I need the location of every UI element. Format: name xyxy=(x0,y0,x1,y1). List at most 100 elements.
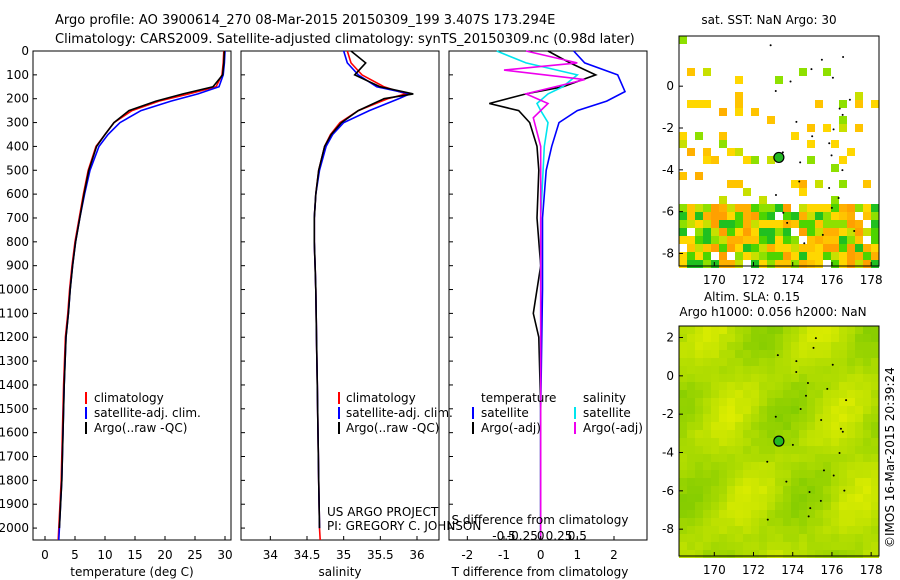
sla-cell xyxy=(783,398,791,406)
sla-cell xyxy=(775,398,783,406)
sla-cell xyxy=(751,326,759,334)
island-marker xyxy=(831,363,834,366)
sst-cell xyxy=(823,236,831,244)
sla-cell xyxy=(847,526,855,534)
sla-cell xyxy=(807,382,815,390)
sst-cell xyxy=(687,220,695,228)
x-tick-label: 172 xyxy=(742,563,765,577)
sla-cell xyxy=(831,534,839,542)
sla-cell xyxy=(751,534,759,542)
sla-cell xyxy=(863,358,871,366)
sla-cell xyxy=(791,382,799,390)
sla-cell xyxy=(679,478,687,486)
sst-cell xyxy=(703,204,711,212)
sla-cell xyxy=(815,358,823,366)
sla-cell xyxy=(703,430,711,438)
y-tick-label: -6 xyxy=(662,484,674,498)
sla-cell xyxy=(831,374,839,382)
sla-cell xyxy=(711,414,719,422)
sla-cell xyxy=(743,358,751,366)
sla-cell xyxy=(871,350,879,358)
sla-cell xyxy=(679,510,687,518)
sla-cell xyxy=(735,390,743,398)
sst-cell xyxy=(807,228,815,236)
sst-cell xyxy=(783,260,791,268)
pi-label: PI: GREGORY C. JOHNSON xyxy=(327,519,481,533)
sst-cell xyxy=(767,236,775,244)
island-marker xyxy=(774,415,777,418)
sla-cell xyxy=(871,430,879,438)
island-marker xyxy=(821,233,824,236)
sst-cell xyxy=(783,244,791,252)
sst-cell xyxy=(831,228,839,236)
sla-cell xyxy=(847,534,855,542)
sst-cell xyxy=(863,180,871,188)
sst-cell xyxy=(799,188,807,196)
island-marker xyxy=(838,107,841,110)
sla-cell xyxy=(791,510,799,518)
sla-cell xyxy=(743,374,751,382)
sla-cell xyxy=(711,502,719,510)
sst-cell xyxy=(871,212,879,220)
island-marker xyxy=(841,430,844,433)
island-marker xyxy=(795,360,798,363)
sla-cell xyxy=(751,518,759,526)
sla-cell xyxy=(775,454,783,462)
sla-cell xyxy=(775,478,783,486)
sst-cell xyxy=(767,116,775,124)
depth-tick-label: 400 xyxy=(6,139,29,153)
sla-cell xyxy=(823,374,831,382)
legend-label-satellite: satellite-adj. clim. xyxy=(94,406,201,420)
x-tick-label: 10 xyxy=(97,548,112,562)
sst-cell xyxy=(767,220,775,228)
sla-cell xyxy=(727,518,735,526)
sla-cell xyxy=(775,414,783,422)
sla-cell xyxy=(719,542,727,550)
sla-cell xyxy=(711,438,719,446)
sla-cell xyxy=(695,422,703,430)
sla-cell xyxy=(815,366,823,374)
x-tick-label: 170 xyxy=(703,273,726,287)
sst-cell xyxy=(711,220,719,228)
sst-cell xyxy=(695,260,703,268)
sla-cell xyxy=(823,358,831,366)
sla-cell xyxy=(703,534,711,542)
sla-cell xyxy=(799,542,807,550)
island-marker xyxy=(811,135,814,138)
sla-cell xyxy=(863,526,871,534)
sla-cell xyxy=(703,334,711,342)
sla-cell xyxy=(775,350,783,358)
sst-map-frame xyxy=(678,35,880,267)
sst-cell xyxy=(855,260,863,268)
sst-cell xyxy=(791,212,799,220)
series-line-s-satellite xyxy=(496,50,580,540)
sla-cell xyxy=(823,454,831,462)
sla-cell xyxy=(807,494,815,502)
sla-cell xyxy=(711,526,719,534)
sla-cell xyxy=(847,358,855,366)
sla-cell xyxy=(679,382,687,390)
sla-cell xyxy=(863,542,871,550)
sla-cell xyxy=(839,470,847,478)
sla-cell xyxy=(743,366,751,374)
sla-cell xyxy=(703,526,711,534)
sla-cell xyxy=(823,494,831,502)
sla-cell xyxy=(711,398,719,406)
sla-cell xyxy=(735,398,743,406)
sla-cell xyxy=(855,374,863,382)
sla-cell xyxy=(847,542,855,550)
sst-cell xyxy=(751,220,759,228)
sla-cell xyxy=(831,550,839,558)
sla-cell xyxy=(815,326,823,334)
sla-cell xyxy=(775,374,783,382)
sla-cell xyxy=(839,414,847,422)
temperature-xlabel: temperature (deg C) xyxy=(70,565,193,579)
depth-tick-label: 1100 xyxy=(0,306,29,320)
sla-cell xyxy=(751,406,759,414)
sla-cell xyxy=(807,438,815,446)
sla-cell xyxy=(735,462,743,470)
sla-cell xyxy=(759,334,767,342)
island-marker xyxy=(822,469,825,472)
island-marker xyxy=(812,346,815,349)
sla-cell xyxy=(847,390,855,398)
